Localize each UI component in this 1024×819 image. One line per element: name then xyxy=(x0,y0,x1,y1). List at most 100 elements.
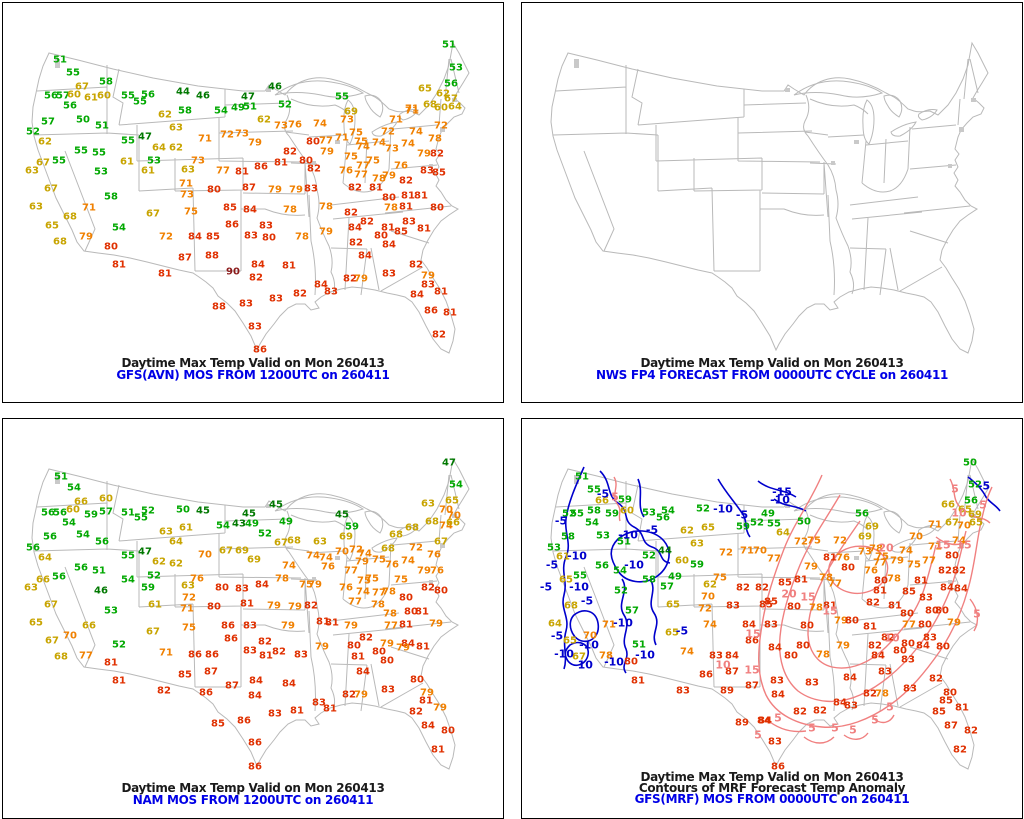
station-temp: 69 xyxy=(968,510,982,521)
station-temp: 73 xyxy=(235,129,249,140)
station-temp: 84 xyxy=(358,251,372,262)
anomaly-contour-line xyxy=(564,641,590,667)
panel-gfs-mrf-mos-anomaly: 51 55 66 59 52 55 58 59 60 53 54 56 52 59 52 49 55 62 65 54… xyxy=(521,418,1023,819)
anomaly-contour-line xyxy=(873,714,895,724)
station-temp: 87 xyxy=(225,681,239,692)
station-temp: 83 xyxy=(259,221,273,232)
station-temp: 85 xyxy=(178,670,192,681)
station-temp: 72 xyxy=(719,548,733,559)
station-temp: 76 xyxy=(427,550,441,561)
station-temp: 62 xyxy=(436,89,450,100)
station-temp: 52 xyxy=(112,640,126,651)
station-temp: 72 xyxy=(833,536,847,547)
station-temp: 77 xyxy=(902,620,916,631)
station-temp: 72 xyxy=(794,537,808,548)
station-temp: 68 xyxy=(425,517,439,528)
station-temp: 81 xyxy=(235,167,249,178)
station-temp: 81 xyxy=(104,658,118,669)
station-temp: 86 xyxy=(248,738,262,749)
station-temp: 71 xyxy=(928,520,942,531)
anomaly-contour-line xyxy=(717,478,751,538)
station-temp: 72 xyxy=(434,121,448,132)
station-temp: 81 xyxy=(158,269,172,280)
station-temp: 87 xyxy=(944,721,958,732)
station-temp: 77 xyxy=(344,566,358,577)
station-temp: 72 xyxy=(698,604,712,615)
anomaly-contour-line xyxy=(569,610,600,643)
station-temp: 71 xyxy=(389,115,403,126)
station-temp: 82 xyxy=(868,641,882,652)
anomaly-contour-label-negative: -10 xyxy=(604,656,624,669)
station-temp: 54 xyxy=(112,223,126,234)
station-temp: 84 xyxy=(954,584,968,595)
station-temp: 54 xyxy=(216,521,230,532)
station-temp: 63 xyxy=(690,539,704,550)
station-temp: 80 xyxy=(430,203,444,214)
station-temp: 87 xyxy=(242,183,256,194)
anomaly-contour-line xyxy=(803,736,835,744)
station-temp: 83 xyxy=(709,651,723,662)
station-temp: 87 xyxy=(178,253,192,264)
anomaly-contour-label-negative: -10 xyxy=(579,639,599,652)
station-temp: 79 xyxy=(308,580,322,591)
station-temp: 80 xyxy=(624,657,638,668)
station-temp: 62 xyxy=(169,559,183,570)
station-temp: 80 xyxy=(372,647,386,658)
station-temp: 51 xyxy=(92,566,106,577)
station-temp: 87 xyxy=(204,667,218,678)
station-temp: 71 xyxy=(198,134,212,145)
station-temp: 85 xyxy=(206,232,220,243)
anomaly-contour-label-positive: 20 xyxy=(781,588,797,601)
station-temp: 66 xyxy=(595,496,609,507)
station-temp: 81 xyxy=(823,553,837,564)
station-temp: 70 xyxy=(957,521,971,532)
station-temp: 82 xyxy=(307,164,321,175)
station-temp: 68 xyxy=(63,212,77,223)
station-temp: 84 xyxy=(758,716,772,727)
station-temp: 76 xyxy=(864,566,878,577)
anomaly-contour-label-positive: 20 xyxy=(878,542,894,555)
anomaly-contour-label-positive: 5 xyxy=(871,714,879,727)
station-temp: 78 xyxy=(428,134,442,145)
station-temp: 78 xyxy=(319,202,333,213)
station-temp: 81 xyxy=(419,696,433,707)
station-temp: 83 xyxy=(923,633,937,644)
station-temp: 86 xyxy=(205,650,219,661)
station-temp: 66 xyxy=(82,621,96,632)
station-temp: 83 xyxy=(878,667,892,678)
station-temp: 79 xyxy=(281,621,295,632)
station-temp: 74 xyxy=(952,536,966,547)
station-temp: 84 xyxy=(401,639,415,650)
station-temp: 82 xyxy=(881,633,895,644)
station-temp: 55 xyxy=(52,156,66,167)
station-temp: 44 xyxy=(658,546,672,557)
station-temp: 65 xyxy=(666,600,680,611)
station-temp: 72 xyxy=(409,543,423,554)
station-temp: 68 xyxy=(287,536,301,547)
station-temp: 49 xyxy=(668,572,682,583)
station-temp: 59 xyxy=(141,583,155,594)
station-temp: 70 xyxy=(63,631,77,642)
station-temp: 56 xyxy=(26,543,40,554)
station-temp: 84 xyxy=(757,716,771,727)
station-temp: 82 xyxy=(359,633,373,644)
station-temp: 84 xyxy=(243,205,257,216)
station-temp: 59 xyxy=(618,495,632,506)
station-temp: 81 xyxy=(325,618,339,629)
station-temp: 60 xyxy=(620,506,634,517)
station-temp: 71 xyxy=(179,179,193,190)
station-temp: 83 xyxy=(844,701,858,712)
station-temp: 79 xyxy=(382,171,396,182)
station-temp: 82 xyxy=(432,330,446,341)
station-temp: 83 xyxy=(248,322,262,333)
station-temp: 79 xyxy=(268,185,282,196)
anomaly-contour-label-positive: 15 xyxy=(744,664,759,677)
station-temp: 69 xyxy=(858,532,872,543)
station-temp: 82 xyxy=(755,583,769,594)
station-temp: 74 xyxy=(439,521,453,532)
station-temp: 82 xyxy=(813,706,827,717)
anomaly-contour-line xyxy=(843,732,869,740)
anomaly-contour-label-positive: 5 xyxy=(973,608,981,621)
